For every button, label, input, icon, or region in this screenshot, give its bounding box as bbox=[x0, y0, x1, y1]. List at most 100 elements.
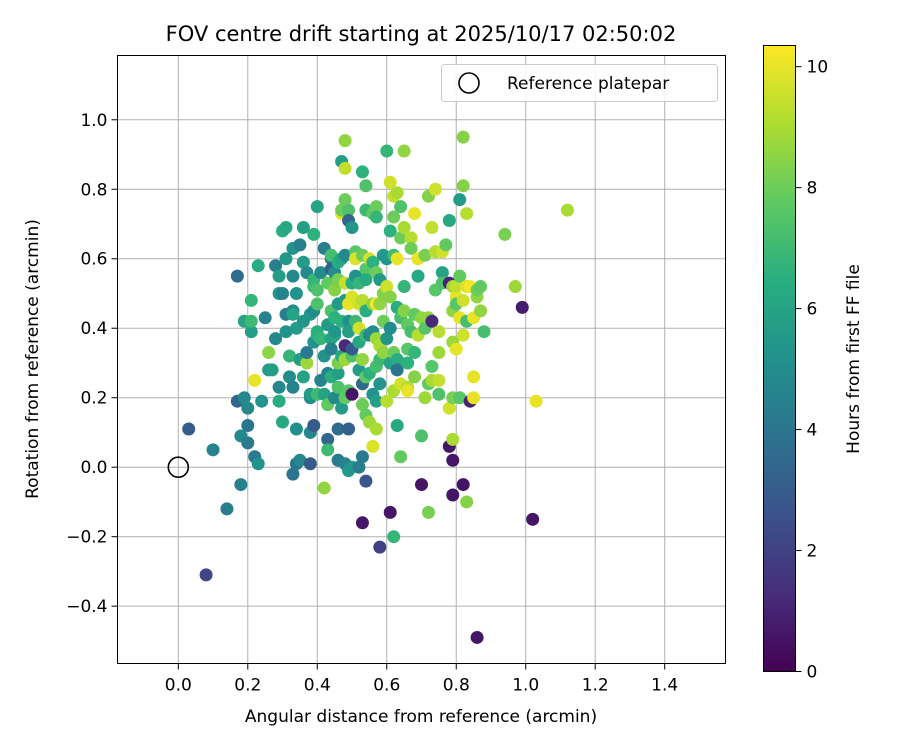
data-point bbox=[279, 252, 293, 266]
data-point bbox=[286, 269, 300, 283]
data-point bbox=[456, 328, 470, 342]
data-point bbox=[397, 220, 411, 234]
data-point bbox=[467, 391, 481, 405]
data-point bbox=[314, 332, 328, 346]
x-tick-label: 0.0 bbox=[165, 676, 192, 696]
legend-label: Reference platepar bbox=[507, 74, 669, 94]
data-point bbox=[446, 488, 460, 502]
data-point bbox=[383, 290, 397, 304]
x-tick-label: 1.4 bbox=[651, 676, 678, 696]
data-point bbox=[390, 186, 404, 200]
data-point bbox=[345, 387, 359, 401]
data-point bbox=[401, 356, 415, 370]
data-point bbox=[331, 366, 345, 380]
data-point bbox=[272, 269, 286, 283]
x-tick-label: 0.8 bbox=[443, 676, 470, 696]
x-tick-label: 0.2 bbox=[234, 676, 261, 696]
data-point bbox=[199, 568, 213, 582]
data-point bbox=[369, 210, 383, 224]
colorbar-label: Hours from first FF file bbox=[844, 264, 864, 454]
data-point bbox=[390, 419, 404, 433]
colorbar-tick-label: 2 bbox=[807, 542, 818, 562]
data-point bbox=[310, 297, 324, 311]
data-point bbox=[418, 248, 432, 262]
data-point bbox=[470, 630, 484, 644]
data-point bbox=[397, 280, 411, 294]
data-point bbox=[328, 325, 342, 339]
colorbar-tick-label: 0 bbox=[807, 663, 818, 683]
data-point bbox=[404, 241, 418, 255]
data-point bbox=[182, 422, 196, 436]
data-point bbox=[432, 373, 446, 387]
data-point bbox=[230, 269, 244, 283]
data-point bbox=[383, 175, 397, 189]
data-point bbox=[380, 280, 394, 294]
data-point bbox=[432, 325, 446, 339]
data-point bbox=[269, 332, 283, 346]
data-point bbox=[331, 422, 345, 436]
y-tick-label: −0.2 bbox=[66, 528, 107, 548]
legend-box bbox=[441, 64, 718, 102]
data-point bbox=[244, 325, 258, 339]
data-point bbox=[394, 200, 408, 214]
data-point bbox=[314, 266, 328, 280]
data-point bbox=[515, 300, 529, 314]
data-point bbox=[355, 353, 369, 366]
data-point bbox=[269, 259, 283, 273]
data-point bbox=[359, 179, 373, 193]
data-point bbox=[258, 311, 272, 325]
data-point bbox=[449, 280, 463, 294]
data-point bbox=[289, 422, 303, 436]
data-point bbox=[355, 293, 369, 307]
colorbar-tick-label: 6 bbox=[807, 300, 818, 320]
data-point bbox=[453, 391, 467, 405]
plot-frame bbox=[117, 55, 726, 664]
data-point bbox=[276, 286, 290, 300]
data-point bbox=[293, 453, 307, 467]
colorbar-tick-label: 8 bbox=[807, 179, 818, 199]
data-point bbox=[432, 387, 446, 401]
colorbar-gradient bbox=[763, 45, 796, 672]
y-tick-label: 0.0 bbox=[80, 458, 107, 478]
data-point bbox=[383, 224, 397, 238]
data-point bbox=[411, 269, 425, 283]
data-point bbox=[456, 293, 470, 307]
data-point bbox=[282, 370, 296, 384]
y-tick-label: 0.6 bbox=[80, 250, 107, 270]
data-point bbox=[397, 304, 411, 318]
data-point bbox=[415, 478, 428, 492]
data-point bbox=[338, 248, 352, 262]
data-point bbox=[342, 422, 356, 436]
data-point bbox=[331, 380, 345, 394]
data-point bbox=[456, 179, 470, 193]
data-point bbox=[355, 398, 369, 412]
data-point bbox=[251, 259, 265, 273]
x-axis-ticks: 0.0 0.2 0.4 0.6 0.8 1.0 1.2 1.4 bbox=[165, 663, 678, 696]
data-point bbox=[338, 193, 352, 207]
data-point bbox=[366, 255, 380, 269]
data-point bbox=[366, 439, 380, 453]
y-axis-ticks: −0.4 −0.2 0.0 0.2 0.4 0.6 0.8 1.0 bbox=[66, 111, 118, 617]
data-point bbox=[328, 391, 342, 405]
data-point bbox=[526, 512, 540, 526]
data-point bbox=[390, 252, 404, 266]
data-point bbox=[394, 231, 408, 245]
data-point bbox=[408, 346, 422, 360]
data-point bbox=[373, 297, 387, 311]
y-tick-label: 1.0 bbox=[80, 111, 107, 131]
data-point bbox=[435, 266, 449, 280]
chart-title: FOV centre drift starting at 2025/10/17 … bbox=[166, 22, 677, 46]
data-point bbox=[244, 314, 258, 328]
data-point bbox=[390, 363, 404, 377]
data-point bbox=[387, 530, 401, 544]
data-point bbox=[376, 346, 390, 360]
data-point bbox=[380, 144, 394, 158]
data-point bbox=[408, 207, 422, 221]
data-point bbox=[425, 359, 439, 373]
data-point bbox=[383, 505, 397, 519]
data-point bbox=[394, 450, 408, 464]
x-tick-label: 0.4 bbox=[304, 676, 331, 696]
colorbar-tick-label: 10 bbox=[807, 58, 829, 78]
